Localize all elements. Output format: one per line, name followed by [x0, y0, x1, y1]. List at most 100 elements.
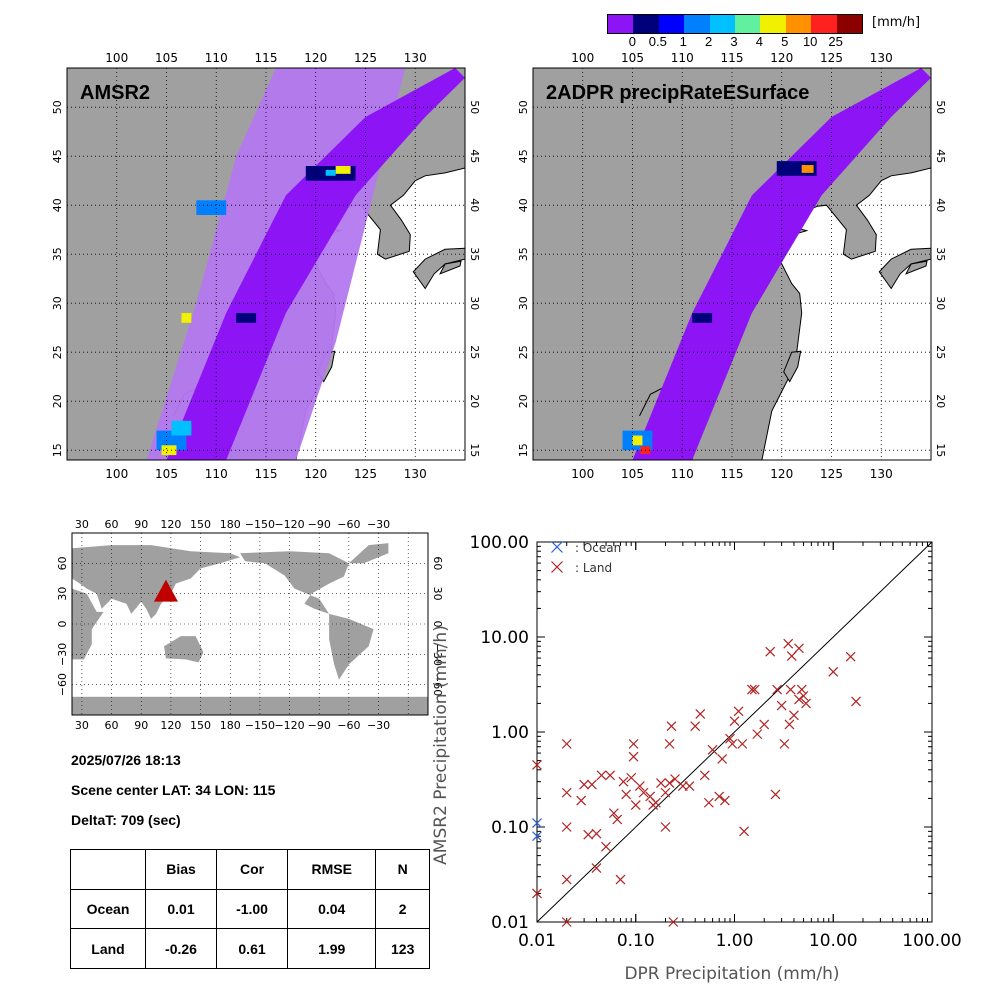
lat-tick-label: 35 [468, 247, 481, 261]
lat-tick-label: 50 [934, 100, 947, 114]
world-map: 303060609090120120150150180180−150−150−1… [56, 518, 444, 732]
rain-patch [171, 420, 192, 436]
lat-tick-label: 15 [517, 443, 530, 457]
land-point [828, 666, 839, 677]
stats-header-row: Bias Cor RMSE N [70, 849, 430, 890]
stats-row-ocean: Ocean 0.01 -1.00 0.04 2 [70, 888, 430, 930]
rain-patch [632, 435, 643, 446]
map-amsr2: 100 100 105 105 110 110 115 115 120 120 125 125 130 1… [51, 51, 481, 481]
colorbar-label: 10 [802, 34, 818, 49]
map-dpr-title: 2ADPR precipRateESurface [546, 82, 810, 104]
stats-cell: 0.04 [287, 888, 377, 930]
stats-cell: 0.61 [216, 928, 289, 969]
land-point [779, 738, 790, 749]
colorbar-swatch [735, 15, 761, 33]
stats-cell: -1.00 [216, 888, 289, 930]
land-point [725, 733, 735, 744]
lon-tick-label: 100 [105, 51, 128, 65]
land-point [776, 700, 787, 711]
lat-tick-label: 0 [431, 621, 444, 628]
colorbar-swatch [658, 15, 685, 33]
lon-tick-label: 125 [354, 51, 377, 65]
scatter-plot: 0.01 0.10 1.00 10.00 100.00 0.01 0.10 1.00 10.00… [431, 533, 962, 984]
land-point [626, 772, 637, 783]
scatter-ylabel: AMSR2 Precipitation (mm/h) [431, 625, 451, 865]
land-point [660, 822, 671, 832]
stats-header-cell [70, 849, 146, 890]
lat-tick-label: 60 [56, 556, 69, 570]
lat-tick-label: 30 [517, 296, 530, 310]
lat-tick-label: 50 [517, 100, 530, 114]
rain-patch [161, 445, 177, 456]
scene-deltat: DeltaT: 709 (sec) [71, 812, 181, 828]
colorbar-label: 3 [730, 34, 738, 49]
land-point [608, 808, 619, 819]
land-point [772, 684, 783, 695]
lon-tick-label: 100 [571, 467, 594, 481]
land-point [612, 814, 623, 825]
rain-patch [236, 313, 257, 323]
lat-tick-label: 20 [517, 394, 530, 408]
lon-tick-label: 125 [354, 467, 377, 481]
lon-tick-label: 105 [155, 51, 178, 65]
lat-tick-label: 45 [51, 149, 64, 163]
stats-table: Bias Cor RMSE N Ocean 0.01 -1.00 0.04 2 … [70, 849, 430, 969]
colorbar-swatch [836, 15, 863, 33]
lat-tick-label: 60 [431, 556, 444, 570]
colorbar-swatch [709, 15, 736, 33]
colorbar-swatch [633, 15, 659, 33]
rain-patch [196, 200, 227, 215]
lon-tick-label: −90 [308, 719, 331, 732]
land-point [561, 787, 572, 798]
colorbar-swatch [785, 15, 812, 33]
continent [72, 545, 241, 619]
lon-tick-label: 105 [621, 51, 644, 65]
ocean-point [532, 831, 542, 842]
lon-tick-label: 110 [205, 51, 228, 65]
rain-patch [692, 313, 713, 323]
island [878, 247, 931, 290]
lon-tick-label: 110 [671, 467, 694, 481]
colorbar-swatch [760, 15, 786, 33]
land-point [789, 710, 799, 721]
land-point [561, 917, 572, 927]
island [783, 350, 802, 383]
land-point [579, 779, 590, 790]
colorbar-label: 0.5 [648, 34, 667, 49]
lon-tick-label: 120 [304, 51, 327, 65]
lat-tick-label: −60 [56, 673, 69, 696]
lat-tick-label: 15 [51, 443, 64, 457]
lat-tick-label: 30 [468, 296, 481, 310]
land-point [759, 719, 770, 730]
scatter-xlabel: DPR Precipitation (mm/h) [624, 964, 839, 984]
lon-tick-label: 105 [155, 467, 178, 481]
land-point [720, 795, 730, 806]
land-point [737, 738, 748, 749]
legend-land-marker [551, 561, 563, 573]
land-point [794, 643, 804, 654]
colorbar [607, 14, 863, 34]
lon-tick-label: 180 [220, 719, 241, 732]
land-point [733, 706, 744, 717]
lat-tick-label: 25 [934, 345, 947, 359]
land-point [690, 721, 701, 732]
x-tick-label: 0.01 [518, 931, 556, 951]
land-point [785, 684, 796, 695]
lat-tick-label: 15 [934, 443, 947, 457]
lat-tick-label: 30 [431, 587, 444, 601]
x-tick-label: 10.00 [809, 931, 858, 951]
stats-cell: Land [70, 928, 146, 969]
lon-tick-label: −120 [274, 719, 304, 732]
lon-tick-label: 115 [255, 467, 278, 481]
land-point [532, 888, 542, 899]
land-point [630, 800, 641, 811]
land-point [746, 684, 757, 695]
stats-cell: Ocean [70, 888, 146, 930]
island [412, 247, 465, 290]
stats-cell: 123 [375, 928, 430, 969]
land-point [615, 874, 626, 885]
lon-tick-label: 130 [404, 51, 427, 65]
land-point [765, 646, 776, 657]
map-frame [66, 67, 466, 461]
dpr-swath [632, 68, 931, 460]
